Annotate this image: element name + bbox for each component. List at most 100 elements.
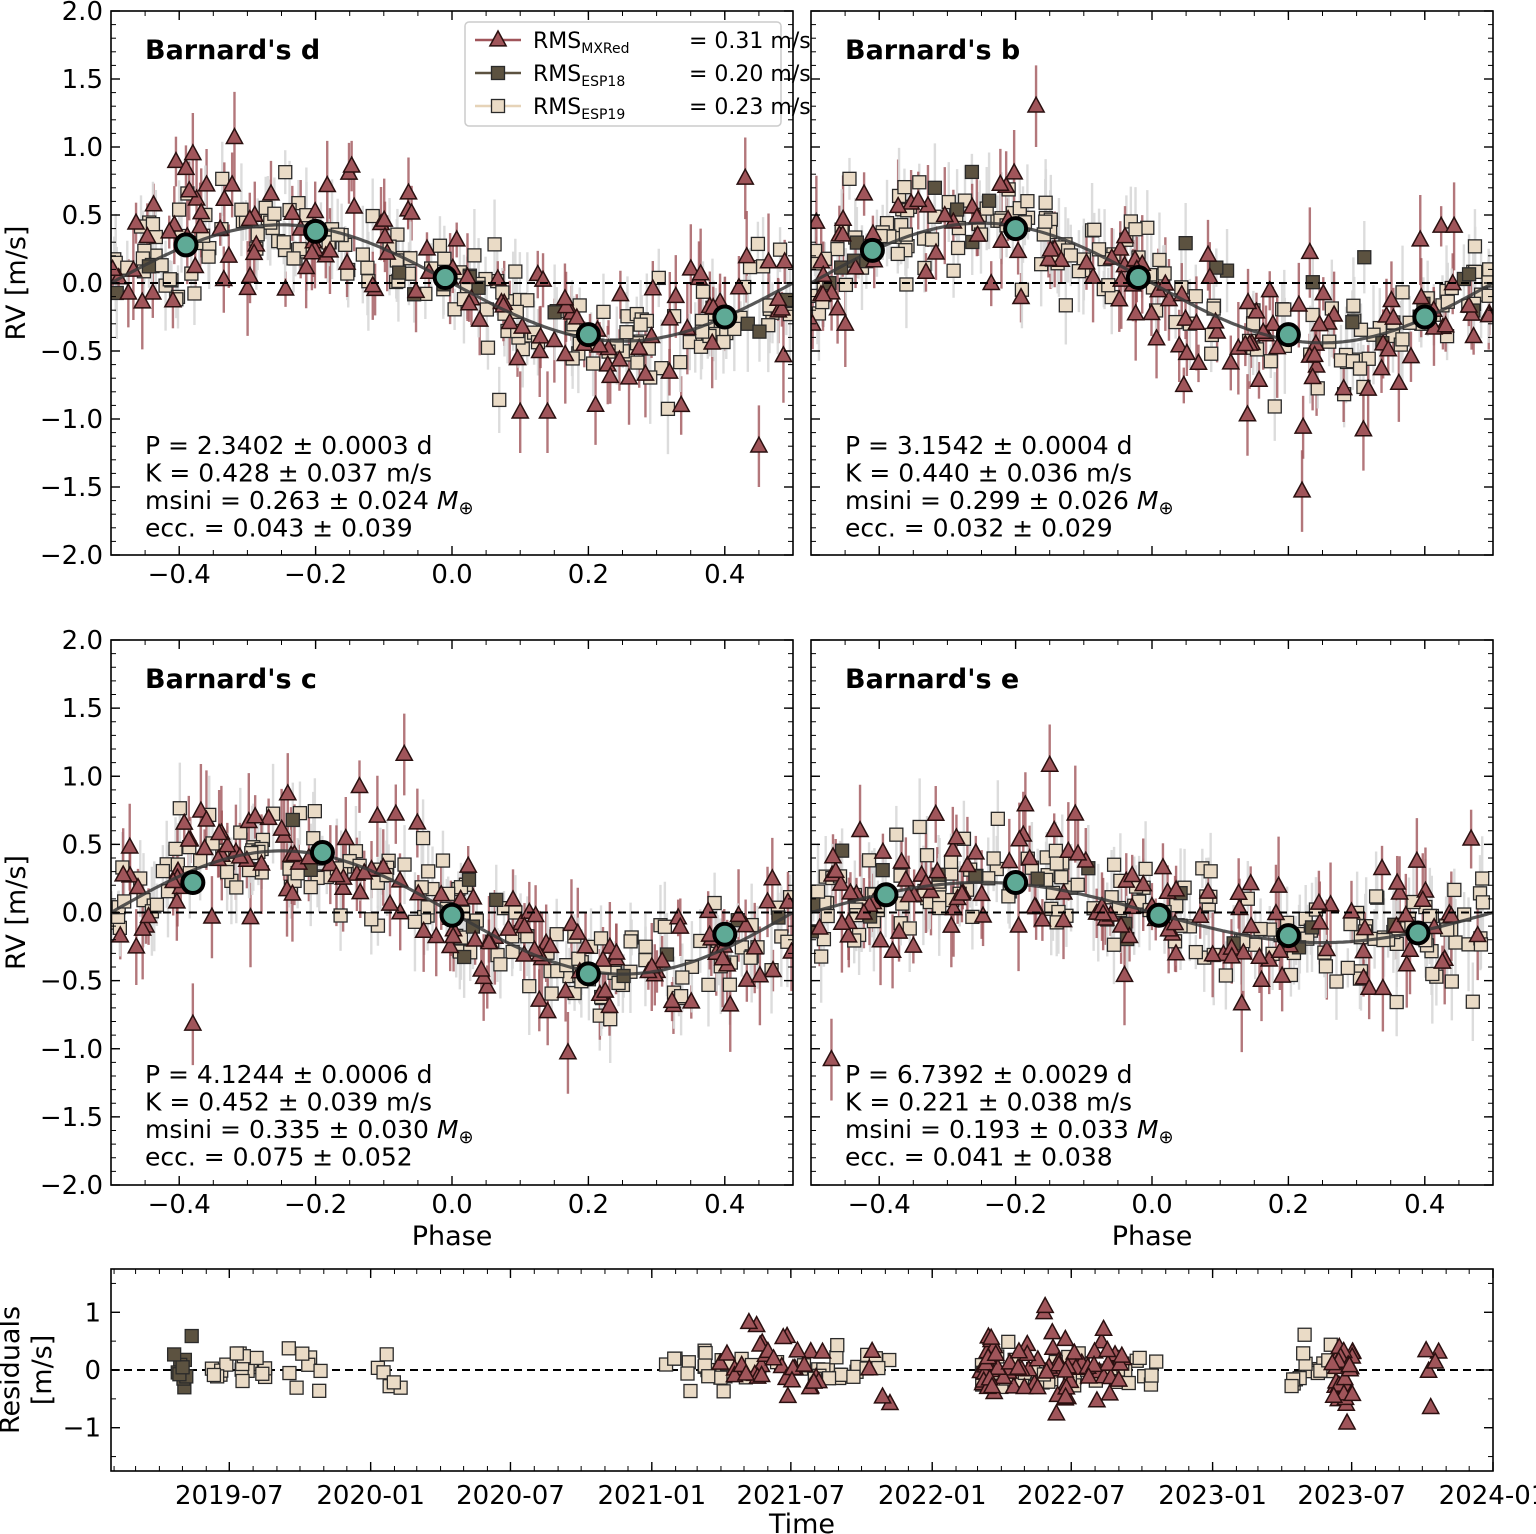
mxred-residual [710,1352,730,1370]
mxred-point [1444,215,1464,233]
esp19-point [420,900,435,915]
y-tick-label: −1 [63,1414,101,1444]
mxred-point [775,251,793,269]
param-line: P = 4.1244 ± 0.0006 d [145,1060,433,1089]
binned-point [712,304,738,330]
mxred-point [660,361,679,379]
esp19-point [1203,864,1218,879]
mxred-point [163,290,183,308]
mxred-point [1230,898,1249,916]
mxred-point [363,275,383,293]
mxred-point [350,776,369,794]
esp19-residual [846,1369,861,1384]
mxred-point [500,312,520,330]
mxred-point [1241,873,1261,891]
mxred-residual [862,1340,882,1359]
esp19-residual [882,1352,897,1368]
mxred-point [1234,942,1253,960]
mxred-point [636,363,655,381]
esp18-point [875,862,890,878]
mxred-point [512,316,532,334]
esp19-point [630,355,645,370]
x-tick-label: 0.4 [704,560,745,590]
mxred-point [187,188,206,206]
mxred-point [1044,819,1064,838]
mxred-point [1382,290,1401,308]
y-tick-label: −1.5 [40,1103,103,1133]
y-axis-label-line: Residuals [0,1306,26,1434]
param-line: ecc. = 0.075 ± 0.052 [145,1143,413,1172]
param-line: K = 0.221 ± 0.038 m/s [845,1088,1132,1117]
mxred-residual [1042,1322,1062,1340]
mxred-point [1016,794,1035,812]
mxred-point [904,935,923,953]
mxred-residual [717,1343,737,1361]
mxred-point [1207,321,1227,339]
esp19-point [267,206,282,221]
mxred-point [380,893,400,911]
esp19-point [889,827,904,842]
esp19-point [861,853,877,868]
esp19-point [1152,252,1167,268]
panel-middle-right: −0.4 −0.2 0.0 0.2 0.4 Phase Barnard's e P = 6.7… [810,639,1494,1252]
x-tick-label: −0.2 [284,560,347,590]
esp18-point [1178,235,1193,251]
mxred-point [883,940,902,958]
mxred-point [1222,946,1242,964]
mxred-residual [804,1371,824,1389]
mxred-point [889,921,909,939]
mxred-point [811,251,831,269]
mxred-point [386,803,406,821]
mxred-point [451,888,471,906]
axes-frame [110,639,794,1186]
legend-marker-esp19 [490,98,506,114]
y-tick-label: 0.5 [62,201,103,231]
esp19-point [603,1012,618,1027]
esp18-point [391,265,407,280]
x-tick-label: −0.4 [148,560,211,590]
esp19-point [811,243,823,259]
esp19-residual [698,1345,713,1361]
esp18-point [927,180,943,195]
mxred-point [1051,249,1071,268]
mxred-point [619,367,639,385]
y-tick-label: 0.5 [62,830,103,860]
esp19-point [623,934,638,949]
mxred-point [245,806,265,824]
y-tick-label: −2.0 [40,1171,103,1201]
esp18-point [489,892,504,908]
y-tick-label: 1 [84,1298,101,1328]
mxred-residual [1419,1360,1438,1378]
esp19-point [902,921,917,936]
mxred-point [921,881,941,899]
esp19-point [390,227,405,242]
legend: RMSMXRed = 0.31 m/s RMSESP18 = 0.20 m/s RMSE… [464,21,811,127]
x-tick-label: 2019-07 [175,1481,284,1511]
mxred-point [368,805,387,823]
mxred-point [972,883,992,902]
mxred-point [774,345,793,363]
binned-point [173,232,199,258]
esp19-point [219,864,235,880]
param-line: ecc. = 0.041 ± 0.038 [845,1143,1113,1172]
mxred-residual [752,1365,771,1383]
mxred-point [973,905,993,923]
mxred-point [1464,326,1483,344]
esp19-point [1204,346,1219,361]
esp19-point [1465,994,1480,1009]
data-area [111,91,793,487]
mxred-point [1378,339,1398,357]
esp19-residual [1132,1350,1147,1366]
mxred-point [992,230,1011,248]
mxred-point [1373,978,1393,996]
mxred-point [607,942,626,960]
esp19-residual [701,1369,716,1384]
esp19-point [1218,968,1234,983]
x-tick-label: 0.0 [1131,1190,1172,1220]
mxred-point [1407,850,1427,868]
esp19-residual [282,1365,297,1381]
mxred-point [327,865,346,883]
mxred-point [1229,882,1249,901]
binned-point [1125,265,1151,291]
